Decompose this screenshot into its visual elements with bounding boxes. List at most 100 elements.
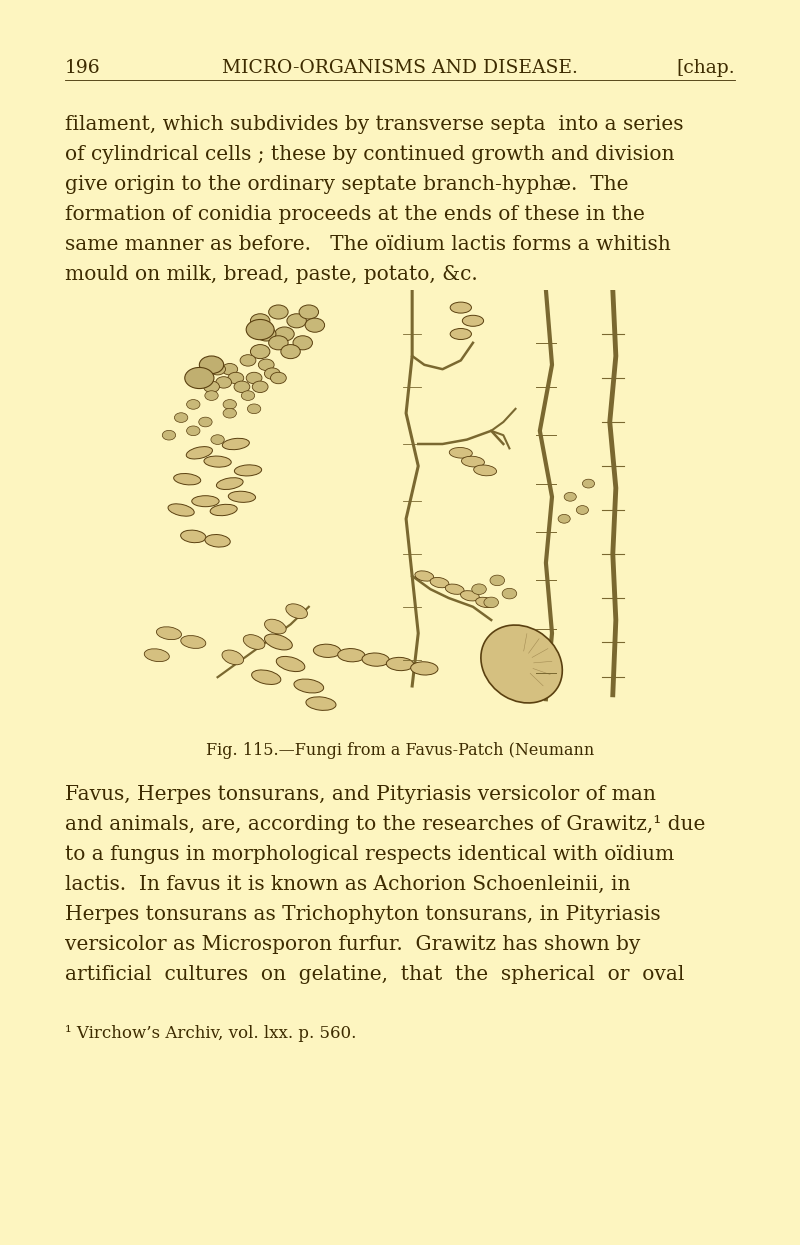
Ellipse shape (168, 504, 194, 517)
Circle shape (174, 413, 188, 422)
Circle shape (199, 356, 224, 374)
Circle shape (257, 327, 276, 341)
Ellipse shape (294, 679, 324, 693)
Text: Fig. 115.—Fungi from a Favus-Patch (Neumann: Fig. 115.—Fungi from a Favus-Patch (Neum… (206, 742, 594, 759)
Ellipse shape (186, 447, 213, 459)
Ellipse shape (157, 626, 182, 640)
Circle shape (270, 372, 286, 383)
Circle shape (252, 381, 268, 392)
Circle shape (186, 426, 200, 436)
Circle shape (582, 479, 594, 488)
Ellipse shape (338, 649, 365, 662)
Circle shape (250, 345, 270, 359)
Ellipse shape (430, 578, 449, 588)
Circle shape (269, 336, 288, 350)
Text: ¹ Virchow’s Archiv, vol. lxx. p. 560.: ¹ Virchow’s Archiv, vol. lxx. p. 560. (65, 1025, 356, 1042)
Circle shape (211, 435, 224, 444)
Ellipse shape (462, 315, 483, 326)
Text: formation of conidia proceeds at the ends of these in the: formation of conidia proceeds at the end… (65, 205, 645, 224)
Circle shape (247, 403, 261, 413)
Ellipse shape (410, 662, 438, 675)
Text: and animals, are, according to the researches of Grawitz,¹ due: and animals, are, according to the resea… (65, 815, 706, 834)
Ellipse shape (362, 652, 390, 666)
Circle shape (258, 359, 274, 371)
Circle shape (242, 391, 254, 401)
Circle shape (274, 327, 294, 341)
Circle shape (234, 381, 250, 392)
Circle shape (185, 367, 214, 388)
Ellipse shape (314, 644, 341, 657)
Text: 196: 196 (65, 59, 101, 77)
Ellipse shape (204, 456, 231, 467)
Circle shape (223, 408, 237, 418)
Text: mould on milk, bread, paste, potato, &c.: mould on milk, bread, paste, potato, &c. (65, 265, 478, 284)
Ellipse shape (386, 657, 414, 671)
Ellipse shape (228, 492, 255, 502)
Circle shape (484, 598, 498, 608)
Ellipse shape (217, 478, 243, 489)
Circle shape (210, 364, 226, 375)
Circle shape (305, 319, 325, 332)
Circle shape (281, 345, 300, 359)
Ellipse shape (210, 504, 238, 515)
Circle shape (216, 377, 231, 388)
Circle shape (205, 391, 218, 401)
Circle shape (250, 314, 270, 327)
Ellipse shape (450, 329, 471, 340)
Circle shape (269, 305, 288, 319)
Ellipse shape (450, 447, 472, 458)
Ellipse shape (306, 697, 336, 711)
Ellipse shape (276, 656, 305, 671)
Circle shape (228, 372, 244, 383)
Ellipse shape (181, 530, 206, 543)
Ellipse shape (192, 496, 219, 507)
Circle shape (299, 305, 318, 319)
Circle shape (246, 372, 262, 383)
Ellipse shape (174, 473, 201, 484)
Ellipse shape (222, 438, 250, 449)
Circle shape (222, 364, 238, 375)
Text: same manner as before.   The oïdium lactis forms a whitish: same manner as before. The oïdium lactis… (65, 235, 670, 254)
Ellipse shape (461, 590, 479, 601)
Circle shape (558, 514, 570, 523)
Ellipse shape (462, 456, 485, 467)
Text: [chap.: [chap. (676, 59, 735, 77)
Ellipse shape (415, 571, 434, 581)
Text: to a fungus in morphological respects identical with oïdium: to a fungus in morphological respects id… (65, 845, 674, 864)
Circle shape (576, 505, 589, 514)
Circle shape (564, 493, 576, 502)
Ellipse shape (222, 650, 244, 665)
Ellipse shape (234, 464, 262, 476)
Text: artificial  cultures  on  gelatine,  that  the  spherical  or  oval: artificial cultures on gelatine, that th… (65, 965, 684, 984)
Circle shape (472, 584, 486, 594)
Ellipse shape (476, 598, 494, 608)
Circle shape (198, 417, 212, 427)
Text: MICRO-ORGANISMS AND DISEASE.: MICRO-ORGANISMS AND DISEASE. (222, 59, 578, 77)
Ellipse shape (474, 464, 497, 476)
Circle shape (287, 314, 306, 327)
Ellipse shape (450, 303, 471, 312)
Ellipse shape (205, 534, 230, 547)
Text: Herpes tonsurans as Trichophyton tonsurans, in Pityriasis: Herpes tonsurans as Trichophyton tonsura… (65, 905, 661, 924)
Ellipse shape (265, 619, 286, 634)
Ellipse shape (446, 584, 464, 594)
Ellipse shape (181, 636, 206, 649)
Text: of cylindrical cells ; these by continued growth and division: of cylindrical cells ; these by continue… (65, 144, 674, 164)
Circle shape (293, 336, 313, 350)
Ellipse shape (265, 634, 292, 650)
Circle shape (186, 400, 200, 410)
Circle shape (502, 589, 517, 599)
Ellipse shape (286, 604, 307, 619)
Circle shape (265, 367, 280, 380)
Ellipse shape (243, 635, 265, 650)
Ellipse shape (481, 625, 562, 703)
Text: give origin to the ordinary septate branch-hyphæ.  The: give origin to the ordinary septate bran… (65, 176, 629, 194)
Ellipse shape (144, 649, 170, 661)
Text: lactis.  In favus it is known as Achorion Schoenleinii, in: lactis. In favus it is known as Achorion… (65, 875, 630, 894)
Circle shape (246, 320, 274, 340)
Circle shape (223, 400, 237, 410)
Circle shape (490, 575, 505, 585)
Text: versicolor as Microsporon furfur.  Grawitz has shown by: versicolor as Microsporon furfur. Grawit… (65, 935, 640, 954)
Ellipse shape (252, 670, 281, 685)
Text: filament, which subdivides by transverse septa  into a series: filament, which subdivides by transverse… (65, 115, 683, 134)
